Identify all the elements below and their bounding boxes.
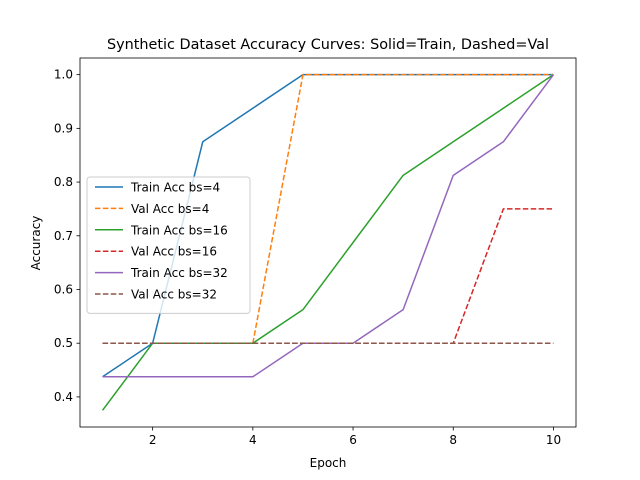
legend-label: Val Acc bs=16 — [131, 245, 217, 259]
y-tick-label: 0.8 — [54, 175, 73, 189]
y-axis-label: Accuracy — [29, 216, 43, 271]
y-tick-label: 0.4 — [54, 390, 73, 404]
y-axis-ticks: 0.4 0.5 0.6 0.7 0.8 0.9 1.0 — [54, 68, 80, 404]
x-tick-label: 8 — [449, 433, 457, 447]
x-tick-label: 6 — [349, 433, 357, 447]
legend-label: Val Acc bs=32 — [131, 288, 217, 302]
legend-box — [86, 176, 251, 314]
legend-label: Val Acc bs=4 — [131, 202, 209, 216]
y-tick-label: 0.6 — [54, 282, 73, 296]
legend: Train Acc bs=4 Val Acc bs=4 Train Acc bs=1… — [86, 176, 251, 314]
legend-label: Train Acc bs=4 — [130, 181, 220, 195]
legend-label: Train Acc bs=32 — [130, 266, 228, 280]
plot-frame — [79, 57, 577, 428]
series-lines — [101, 73, 555, 411]
x-tick-label: 10 — [546, 433, 561, 447]
y-tick-label: 0.5 — [54, 336, 73, 350]
x-axis-ticks: 2 4 6 8 10 — [149, 427, 561, 447]
legend-label: Train Acc bs=16 — [130, 223, 228, 237]
x-axis-label: Epoch — [310, 456, 347, 470]
y-tick-label: 0.7 — [54, 229, 73, 243]
x-tick-label: 4 — [249, 433, 257, 447]
x-tick-label: 2 — [149, 433, 157, 447]
y-tick-label: 1.0 — [54, 68, 73, 82]
chart-title: Synthetic Dataset Accuracy Curves: Solid… — [107, 37, 549, 53]
y-tick-label: 0.9 — [54, 121, 73, 135]
